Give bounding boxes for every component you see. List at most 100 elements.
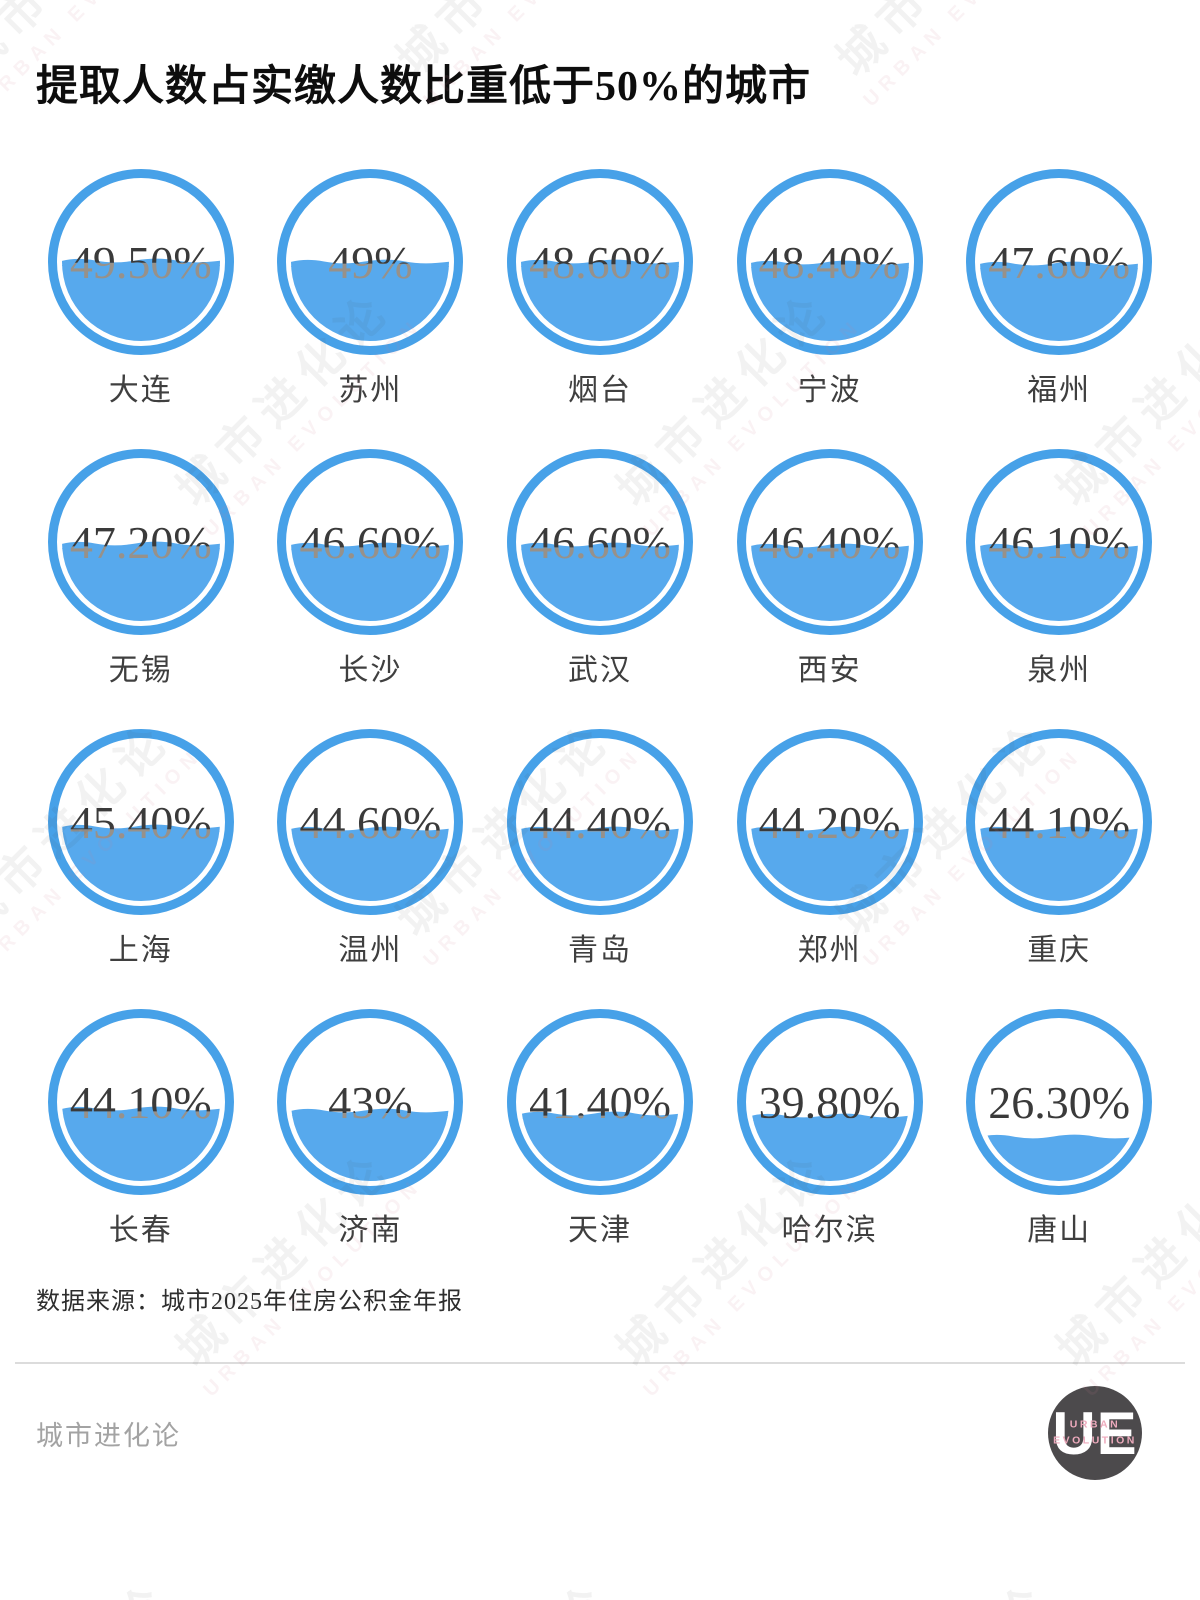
gauge-circle: 46.60% 46.60% bbox=[506, 449, 693, 635]
water-wave-icon bbox=[291, 259, 450, 267]
water-wave-icon bbox=[291, 1108, 450, 1117]
water-wave-icon bbox=[980, 543, 1139, 552]
gauge-value: 46.40% bbox=[758, 516, 901, 568]
gauge-value-underwater: 49.50% bbox=[69, 236, 212, 288]
gauge-value: 49.50% bbox=[69, 236, 212, 288]
gauge-value: 49% bbox=[328, 236, 413, 288]
gauge-water bbox=[980, 826, 1139, 901]
gauge-circle: 49% 49% bbox=[277, 169, 464, 355]
water-wave-icon bbox=[291, 826, 450, 834]
gauge-water bbox=[61, 258, 220, 341]
gauge-water bbox=[980, 543, 1139, 621]
city-gauge: 44.10% 44.10% 长春 bbox=[47, 1009, 234, 1247]
gauge-water bbox=[291, 1108, 450, 1181]
water-wave-icon bbox=[61, 824, 220, 833]
gauge-water bbox=[520, 1111, 679, 1181]
gauge-value-underwater: 41.40% bbox=[529, 1076, 671, 1128]
city-gauge: 46.60% 46.60% 长沙 bbox=[277, 449, 464, 687]
city-gauge: 48.40% 48.40% 宁波 bbox=[736, 169, 923, 407]
ue-logo-letters: UE bbox=[1052, 1399, 1138, 1467]
ue-logo-text-line1: URBAN bbox=[1069, 1418, 1121, 1431]
city-gauge: 26.30% 26.30% 唐山 bbox=[966, 1009, 1153, 1247]
gauge-inner: 41.40% 41.40% bbox=[520, 1023, 679, 1181]
city-label: 郑州 bbox=[797, 934, 862, 967]
city-label: 西安 bbox=[797, 654, 862, 687]
gauge-value-underwater: 47.60% bbox=[988, 236, 1131, 288]
gauge-inner: 46.60% 46.60% bbox=[520, 463, 679, 621]
gauge-circle: 41.40% 41.40% bbox=[506, 1009, 693, 1195]
water-wave-icon bbox=[980, 261, 1139, 269]
water-wave-icon bbox=[980, 1135, 1139, 1143]
gauge-inner: 44.60% 44.60% bbox=[291, 743, 450, 901]
city-gauge: 44.20% 44.20% 郑州 bbox=[736, 729, 923, 967]
gauge-circle: 26.30% 26.30% bbox=[966, 1009, 1153, 1195]
gauge-circle: 47.60% 47.60% bbox=[966, 169, 1153, 355]
water-wave-icon bbox=[291, 543, 450, 551]
gauge-circle: 46.60% 46.60% bbox=[277, 449, 464, 635]
gauge-value-underwater: 46.10% bbox=[988, 516, 1131, 568]
city-label: 青岛 bbox=[567, 934, 632, 967]
gauge-inner: 49% 49% bbox=[291, 183, 450, 341]
gauge-inner: 49.50% 49.50% bbox=[61, 183, 220, 341]
city-label: 重庆 bbox=[1027, 934, 1092, 967]
gauge-water bbox=[520, 259, 679, 341]
gauge-water bbox=[61, 1106, 220, 1181]
gauge-value: 46.60% bbox=[299, 516, 442, 568]
city-gauge: 47.60% 47.60% 福州 bbox=[966, 169, 1153, 407]
gauge-value-underwater: 47.20% bbox=[69, 516, 212, 568]
gauge-value: 47.60% bbox=[988, 236, 1131, 288]
gauge-circle: 48.40% 48.40% bbox=[736, 169, 923, 355]
gauge-water bbox=[750, 826, 909, 901]
city-label: 唐山 bbox=[1027, 1214, 1092, 1247]
gauge-circle: 44.60% 44.60% bbox=[277, 729, 464, 915]
gauge-inner: 44.10% 44.10% bbox=[980, 743, 1139, 901]
city-label: 烟台 bbox=[567, 374, 632, 407]
gauge-circle: 47.20% 47.20% bbox=[47, 449, 234, 635]
gauge-inner: 45.40% 45.40% bbox=[61, 743, 220, 901]
brand-name: 城市进化论 bbox=[36, 1420, 181, 1451]
gauge-water bbox=[291, 543, 450, 621]
gauge-value: 44.10% bbox=[69, 1076, 212, 1128]
gauge-value: 39.80% bbox=[758, 1076, 901, 1128]
gauge-circle: 46.10% 46.10% bbox=[966, 449, 1153, 635]
city-gauge: 43% 43% 济南 bbox=[277, 1009, 464, 1247]
ue-logo-text-line2: EVOLUTION bbox=[1053, 1434, 1137, 1446]
gauge-water bbox=[61, 542, 220, 621]
gauge-value: 46.10% bbox=[988, 516, 1131, 568]
gauge-circle: 45.40% 45.40% bbox=[47, 729, 234, 915]
gauge-inner: 44.10% 44.10% bbox=[61, 1023, 220, 1181]
gauge-value-underwater: 44.10% bbox=[69, 1076, 212, 1128]
city-label: 武汉 bbox=[567, 654, 632, 687]
gauge-value-underwater: 48.40% bbox=[758, 236, 901, 288]
water-wave-icon bbox=[520, 259, 679, 268]
city-gauge: 44.10% 44.10% 重庆 bbox=[966, 729, 1153, 967]
water-wave-icon bbox=[980, 826, 1139, 835]
ue-logo: UE URBAN EVOLUTION bbox=[1048, 1386, 1142, 1480]
gauge-value: 44.40% bbox=[529, 796, 671, 848]
gauge-water bbox=[750, 543, 909, 621]
gauge-inner: 47.20% 47.20% bbox=[61, 463, 220, 621]
city-gauge: 46.40% 46.40% 西安 bbox=[736, 449, 923, 687]
gauge-value: 44.20% bbox=[758, 796, 901, 848]
gauge-value: 46.60% bbox=[529, 516, 671, 568]
gauge-water bbox=[61, 824, 220, 901]
gauge-circle: 48.60% 48.60% bbox=[506, 169, 693, 355]
divider-line bbox=[15, 1362, 1185, 1364]
gauge-value-underwater: 44.10% bbox=[988, 796, 1131, 848]
gauge-inner: 48.40% 48.40% bbox=[750, 183, 909, 341]
gauge-circle: 44.10% 44.10% bbox=[47, 1009, 234, 1195]
water-wave-icon bbox=[750, 543, 909, 551]
gauge-circle: 39.80% 39.80% bbox=[736, 1009, 923, 1195]
water-wave-icon bbox=[750, 1113, 909, 1122]
gauge-circle: 43% 43% bbox=[277, 1009, 464, 1195]
gauge-value: 45.40% bbox=[69, 796, 212, 848]
city-label: 泉州 bbox=[1027, 654, 1092, 687]
city-label: 长春 bbox=[108, 1214, 173, 1247]
city-label: 苏州 bbox=[338, 374, 403, 407]
gauge-water bbox=[520, 826, 679, 901]
gauge-value-underwater: 48.60% bbox=[529, 236, 671, 288]
footer: 城市进化论 UE URBAN EVOLUTION bbox=[0, 1386, 1200, 1480]
gauge-value-underwater: 44.40% bbox=[529, 796, 671, 848]
gauge-inner: 44.40% 44.40% bbox=[520, 743, 679, 901]
